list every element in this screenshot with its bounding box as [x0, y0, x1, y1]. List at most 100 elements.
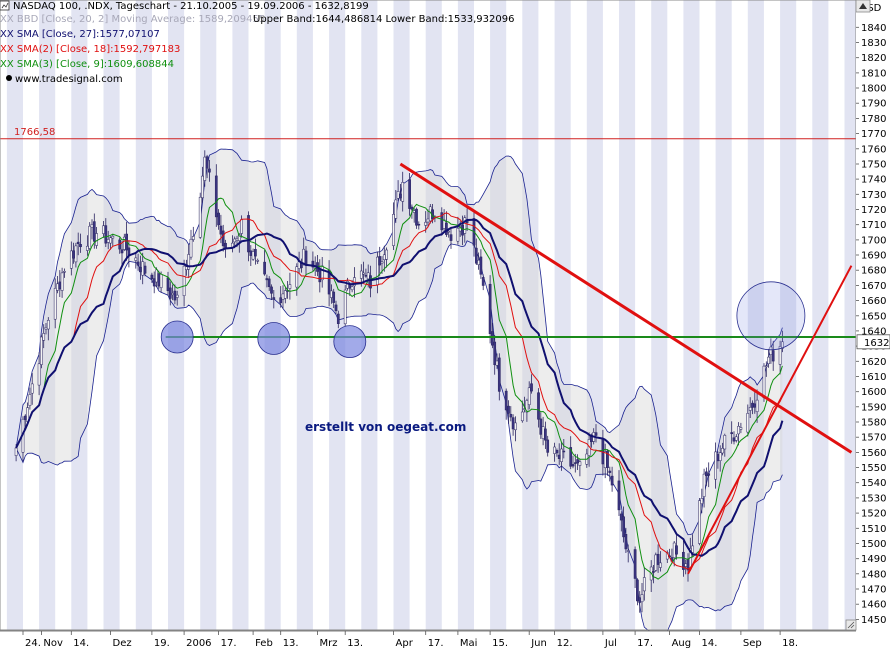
- x-tick-label: Dez: [113, 638, 132, 649]
- candle-body: [134, 257, 138, 261]
- candle-body: [189, 238, 193, 258]
- candle-body: [781, 341, 784, 349]
- last-price-tag: 1632: [856, 334, 890, 350]
- candle-body: [560, 448, 563, 462]
- x-tick-label: 2006: [186, 638, 211, 649]
- candle-body: [136, 261, 140, 266]
- candle-body: [198, 196, 202, 238]
- scroll-corner[interactable]: [845, 619, 857, 631]
- last-price-value: 1632: [864, 338, 889, 349]
- scroll-up-button[interactable]: [855, 0, 871, 13]
- x-tick-label: Aug: [672, 638, 692, 649]
- candle-body: [155, 269, 158, 283]
- candle-body: [504, 390, 508, 411]
- candle-body: [362, 272, 365, 275]
- legend-bb-moving-average: XX BBD [Close, 20, 2] Moving Average: 15…: [0, 14, 265, 25]
- highlight-circle: [333, 325, 367, 359]
- y-tick-label: 1620: [861, 357, 886, 368]
- candle-body: [111, 235, 115, 239]
- candle-body: [578, 461, 582, 466]
- candle-body: [283, 290, 287, 299]
- candle-body: [175, 294, 179, 298]
- week-stripe: [715, 0, 732, 630]
- candle-body: [40, 336, 43, 365]
- axis-unit: USD: [860, 3, 882, 14]
- candle-body: [562, 450, 566, 453]
- candle-body: [399, 193, 402, 199]
- candle-body: [716, 454, 720, 462]
- candle-body: [767, 356, 770, 364]
- candle-body: [527, 387, 531, 405]
- candle-body: [157, 273, 161, 287]
- candle-body: [235, 238, 239, 241]
- candle-body: [44, 327, 48, 330]
- week-stripe: [522, 0, 539, 630]
- candle-body: [53, 288, 57, 320]
- candle-body: [288, 284, 292, 289]
- legend-website: www.tradesignal.com: [15, 74, 123, 85]
- candle-body: [479, 256, 483, 275]
- candle-body: [569, 447, 573, 467]
- candle-body: [30, 383, 34, 394]
- x-tick-label: Sep: [743, 638, 762, 649]
- candle-body: [659, 562, 662, 568]
- candle-body: [737, 426, 740, 435]
- week-stripe: [425, 0, 442, 630]
- y-tick-label: 1830: [861, 38, 886, 49]
- y-tick-label: 1610: [861, 372, 886, 383]
- candle-body: [541, 426, 545, 439]
- y-tick-label: 1490: [861, 554, 886, 565]
- legend-bb-bands: Upper Band:1644,486814 Lower Band:1533,9…: [253, 14, 514, 25]
- price-axis: USD: [856, 0, 890, 655]
- candle-body: [571, 464, 575, 467]
- candle-body: [640, 594, 644, 603]
- candle-body: [249, 250, 253, 256]
- candle-body: [219, 225, 223, 235]
- candle-body: [474, 247, 478, 264]
- candle-body: [497, 357, 501, 392]
- arrow-up-icon[interactable]: [859, 3, 867, 9]
- week-stripe: [6, 0, 24, 630]
- candle-body: [90, 224, 94, 228]
- chart-title: NASDAQ 100, .NDX, Tageschart - 21.10.200…: [13, 1, 369, 12]
- candle-body: [254, 249, 257, 257]
- candle-body: [739, 427, 743, 430]
- candle-body: [382, 254, 386, 261]
- candle-body: [201, 175, 204, 198]
- candle-body: [295, 266, 299, 288]
- x-tick-label: 17.: [221, 638, 237, 649]
- week-stripe: [457, 0, 474, 630]
- candle-body: [638, 597, 642, 603]
- candle-body: [182, 265, 186, 296]
- candle-body: [537, 392, 540, 420]
- y-tick-label: 1670: [861, 281, 886, 292]
- y-tick-label: 1540: [861, 478, 886, 489]
- x-tick-label: Mrz: [320, 638, 338, 649]
- candle-body: [385, 249, 388, 260]
- candle-body: [771, 350, 775, 362]
- candle-body: [102, 225, 105, 234]
- candle-body: [691, 545, 694, 553]
- candle-body: [491, 331, 494, 346]
- candle-body: [723, 435, 727, 450]
- candle-body: [46, 320, 50, 330]
- candle-body: [72, 250, 75, 259]
- candle-body: [594, 432, 598, 436]
- resize-grip-icon[interactable]: [847, 621, 855, 629]
- week-stripe: [361, 0, 378, 630]
- candle-body: [240, 219, 243, 234]
- last-price-box: [856, 334, 890, 350]
- week-stripe: [683, 0, 700, 630]
- candle-body: [214, 175, 218, 218]
- x-tick-label: 13.: [347, 638, 363, 649]
- candle-body: [88, 225, 92, 249]
- highlight-circle: [160, 320, 194, 354]
- candle-body: [120, 249, 124, 254]
- x-tick-label: Jun: [530, 638, 547, 649]
- candle-body: [304, 250, 308, 266]
- candle-body: [656, 553, 660, 565]
- legend-sma9: XX SMA(3) [Close, 9]:1609,608844: [0, 59, 174, 70]
- highlight-circle: [257, 322, 291, 355]
- candle-body: [636, 579, 639, 602]
- highlight-circle: [736, 281, 806, 351]
